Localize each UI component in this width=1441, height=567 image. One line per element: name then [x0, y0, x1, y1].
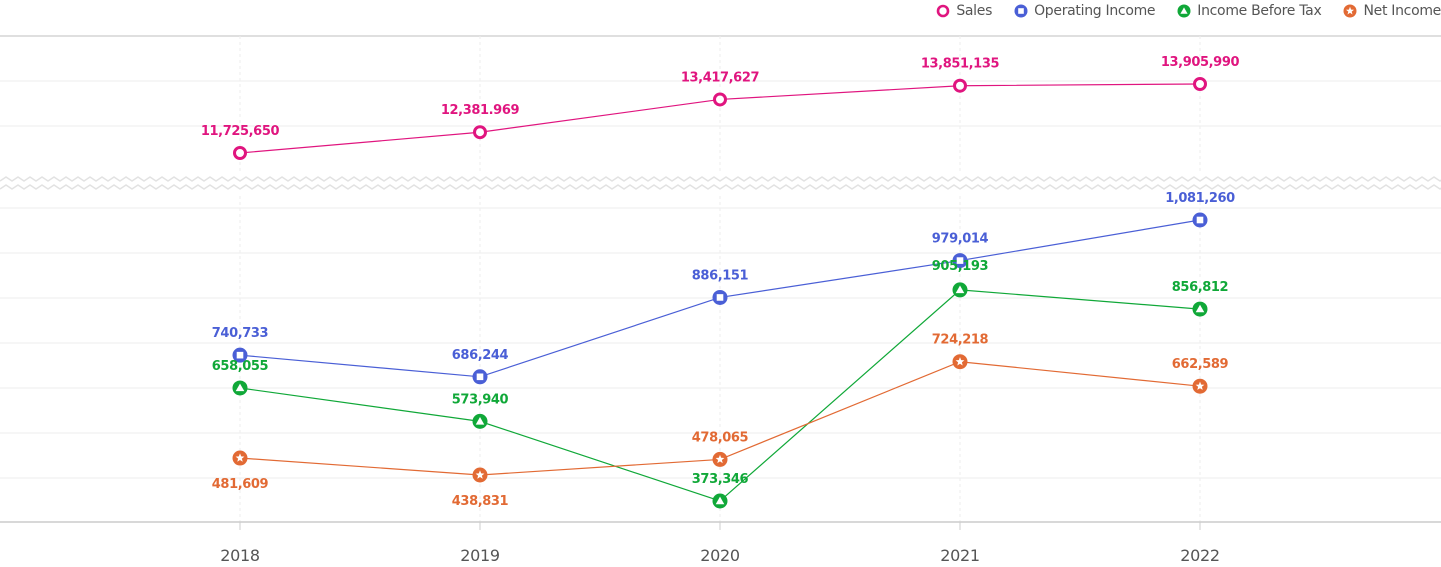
circle-marker[interactable] — [233, 146, 247, 160]
data-label: 573,940 — [452, 392, 509, 407]
square-marker[interactable] — [952, 253, 968, 269]
data-labels: 11,725,650 12,381.969 13,417,627 13,851,135… — [201, 55, 1240, 509]
series-markers — [232, 77, 1208, 509]
data-label: 658,055 — [212, 359, 269, 374]
data-label: 12,381.969 — [441, 103, 520, 118]
data-label: 740,733 — [212, 326, 269, 341]
star-marker[interactable] — [952, 354, 968, 370]
data-label: 886,151 — [692, 268, 749, 283]
star-marker[interactable] — [232, 450, 248, 466]
legend-label-operating-income: Operating Income — [1034, 3, 1156, 19]
square-icon — [1014, 4, 1028, 18]
data-label: 856,812 — [1172, 280, 1228, 295]
legend-label-sales: Sales — [956, 3, 993, 19]
data-label: 438,831 — [452, 494, 509, 509]
square-marker[interactable] — [712, 289, 728, 305]
circle-marker[interactable] — [473, 125, 487, 140]
legend: Sales Operating Income Income Before Tax… — [914, 2, 1441, 20]
square-marker[interactable] — [472, 369, 488, 385]
square-marker[interactable] — [1192, 212, 1208, 228]
x-tick-label: 2022 — [1180, 546, 1220, 565]
x-tick-label: 2021 — [940, 546, 980, 565]
axis-break-line — [0, 176, 1441, 182]
square-marker[interactable] — [232, 347, 248, 363]
triangle-marker[interactable] — [472, 413, 488, 429]
data-label: 662,589 — [1172, 357, 1229, 372]
data-label: 13,851,135 — [921, 57, 1000, 72]
circle-marker[interactable] — [713, 92, 727, 107]
data-label: 13,905,990 — [1161, 55, 1240, 70]
data-label: 686,244 — [452, 348, 509, 363]
data-label: 13,417,627 — [681, 70, 760, 85]
legend-item-sales[interactable]: Sales — [936, 3, 992, 19]
triangle-marker[interactable] — [1192, 301, 1208, 317]
data-label: 1,081,260 — [1165, 191, 1235, 206]
data-label: 905,193 — [932, 259, 989, 274]
triangle-marker[interactable] — [232, 380, 248, 396]
triangle-icon — [1177, 4, 1191, 18]
data-label: 478,065 — [692, 430, 749, 445]
x-tick-label: 2019 — [460, 546, 500, 565]
legend-item-income-before-tax[interactable]: Income Before Tax — [1177, 3, 1322, 19]
triangle-marker[interactable] — [712, 493, 728, 509]
star-icon — [1343, 4, 1357, 18]
legend-item-net-income[interactable]: Net Income — [1343, 3, 1441, 19]
triangle-marker[interactable] — [952, 282, 968, 298]
star-marker[interactable] — [472, 467, 488, 483]
legend-label-net-income: Net Income — [1363, 3, 1441, 19]
data-label: 11,725,650 — [201, 124, 280, 139]
x-tick-label: 2020 — [700, 546, 740, 565]
circle-icon — [937, 4, 950, 18]
x-tick-label: 2018 — [220, 546, 260, 565]
data-label: 979,014 — [932, 232, 989, 247]
circle-marker[interactable] — [1193, 77, 1207, 91]
star-marker[interactable] — [712, 451, 728, 467]
star-marker[interactable] — [1192, 378, 1208, 394]
axis-break — [0, 176, 1441, 190]
data-label: 373,346 — [692, 472, 749, 487]
axis-break-line — [0, 184, 1441, 190]
data-label: 724,218 — [932, 333, 989, 348]
legend-item-operating-income[interactable]: Operating Income — [1014, 3, 1156, 19]
x-axis: 2018 2019 2020 2021 2022 — [0, 521, 1441, 565]
legend-label-income-before-tax: Income Before Tax — [1197, 3, 1322, 19]
circle-marker[interactable] — [953, 78, 967, 93]
data-label: 481,609 — [212, 477, 269, 492]
